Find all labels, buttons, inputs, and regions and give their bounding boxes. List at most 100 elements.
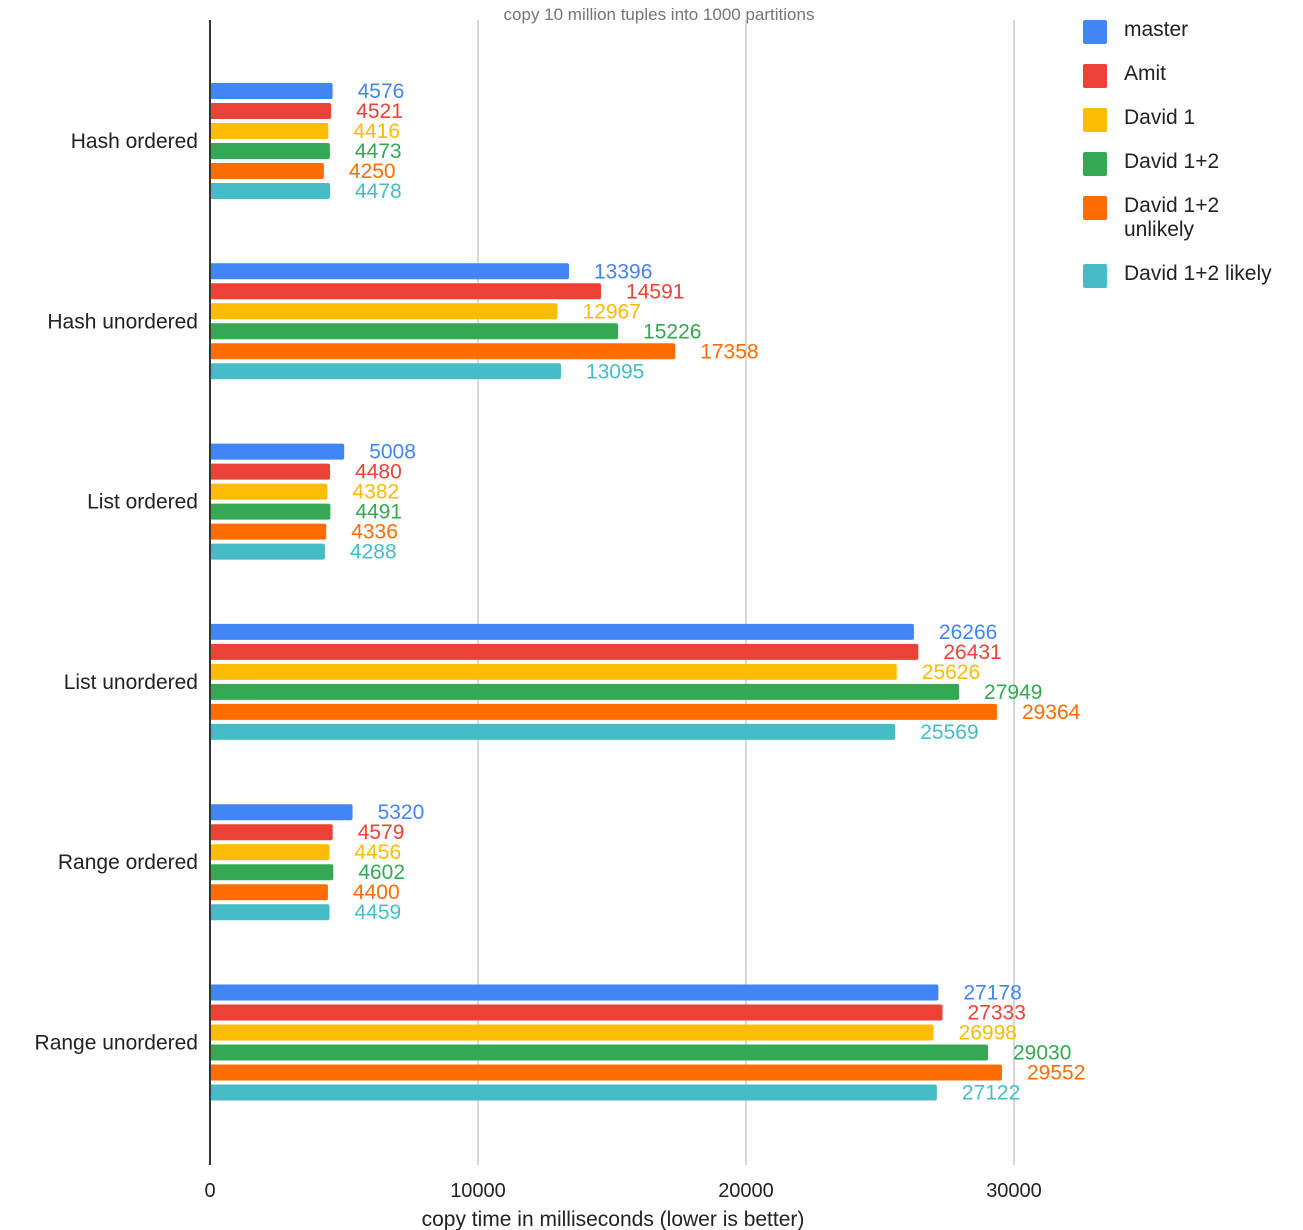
data-label: 4491 [355,501,402,524]
category-label: Range unordered [35,1032,198,1055]
data-label: 29364 [1022,701,1081,724]
data-label: 14591 [626,280,684,303]
data-label: 4336 [351,521,398,544]
data-label: 27333 [968,1002,1026,1025]
bar [210,1004,943,1021]
data-label: 5320 [378,801,425,824]
bar [210,163,324,179]
data-label: 4288 [350,541,397,564]
data-label: 4382 [352,481,399,504]
bar [210,523,327,540]
data-label: 27122 [962,1082,1020,1105]
category-label: List ordered [87,491,198,514]
x-tick-label: 30000 [986,1180,1042,1202]
bar [210,864,334,881]
legend-swatch [1083,264,1107,288]
bar [210,543,325,560]
chart-title: copy 10 million tuples into 1000 partiti… [504,5,815,24]
bar [210,283,602,300]
bar [210,303,558,320]
bar [210,1044,989,1061]
legend-swatch [1083,20,1107,44]
legend-item: master [1083,18,1298,44]
legend-swatch [1083,152,1107,176]
data-label: 4416 [353,120,400,143]
bar [210,984,939,1001]
bar [210,824,333,841]
bar [210,323,619,340]
bar [210,904,330,921]
data-label: 27178 [963,982,1021,1005]
legend-item: David 1+2 [1083,150,1298,176]
bar [210,663,897,680]
data-label: 4250 [349,160,396,183]
legend-label: David 1 [1124,106,1196,129]
legend-label: David 1+2 [1124,150,1220,173]
bar [210,1064,1002,1081]
data-label: 4579 [358,821,405,844]
data-label: 4456 [354,841,401,864]
data-label: 29030 [1013,1042,1071,1065]
legend-item: David 1+2 likely [1083,262,1298,288]
legend-label: unlikely [1124,218,1195,241]
data-label: 5008 [369,441,416,464]
bar [210,183,331,199]
bar [210,1024,934,1041]
data-label: 26431 [943,641,1001,664]
data-label: 17358 [700,340,758,363]
legend-item: David 1+2 unlikely [1083,194,1298,242]
legend-item: Amit [1083,62,1298,88]
x-tick-label: 10000 [450,1180,506,1202]
x-axis-title: copy time in milliseconds (lower is bett… [422,1208,805,1230]
bar [210,263,570,280]
x-tick-label: 20000 [718,1180,774,1202]
data-label: 4521 [356,100,403,123]
data-label: 4459 [355,901,402,924]
bar [210,123,329,139]
category-labels: Hash ordered Hash unordered List ordered Li… [35,130,198,1055]
category-label: Hash ordered [71,130,198,153]
bar [210,483,328,500]
bar [210,844,330,861]
data-label: 15226 [643,320,701,343]
data-label: 13095 [586,360,644,383]
legend-swatch [1083,108,1107,132]
bar [210,884,328,901]
bar [210,443,345,460]
bar [210,804,353,821]
legend-label: David 1+2 likely [1124,262,1272,285]
data-label: 27949 [984,681,1042,704]
bar [210,1084,937,1101]
data-label: 4480 [355,461,402,484]
gridlines [477,20,1015,1165]
data-label: 25569 [920,721,978,744]
data-label: 4400 [353,881,400,904]
data-label: 26266 [939,621,997,644]
bar [210,343,676,360]
bar [210,703,997,720]
data-label: 4576 [358,80,405,103]
legend-swatch [1083,64,1107,88]
data-label: 12967 [583,300,641,323]
data-label: 4602 [358,861,405,884]
data-label: 13396 [594,260,652,283]
legend-label: Amit [1124,62,1166,85]
legend-item: David 1 [1083,106,1298,132]
data-label: 26998 [959,1022,1017,1045]
x-tick-label: 0 [204,1180,215,1202]
data-labels: 4576452144164473425044781339614591129671… [349,80,1085,1105]
legend: master Amit David 1 David 1+2 David 1+2 unlik… [1083,18,1298,306]
bars [210,83,1002,1101]
bar [210,723,896,740]
legend-label: David 1+2 [1124,194,1220,217]
bar [210,103,332,119]
bar [210,683,960,700]
category-label: Range ordered [58,851,198,874]
bar [210,643,919,660]
data-label: 25626 [922,661,980,684]
data-label: 29552 [1027,1062,1085,1085]
bar [210,463,331,480]
data-label: 4473 [355,140,402,163]
category-label: Hash unordered [47,310,198,333]
